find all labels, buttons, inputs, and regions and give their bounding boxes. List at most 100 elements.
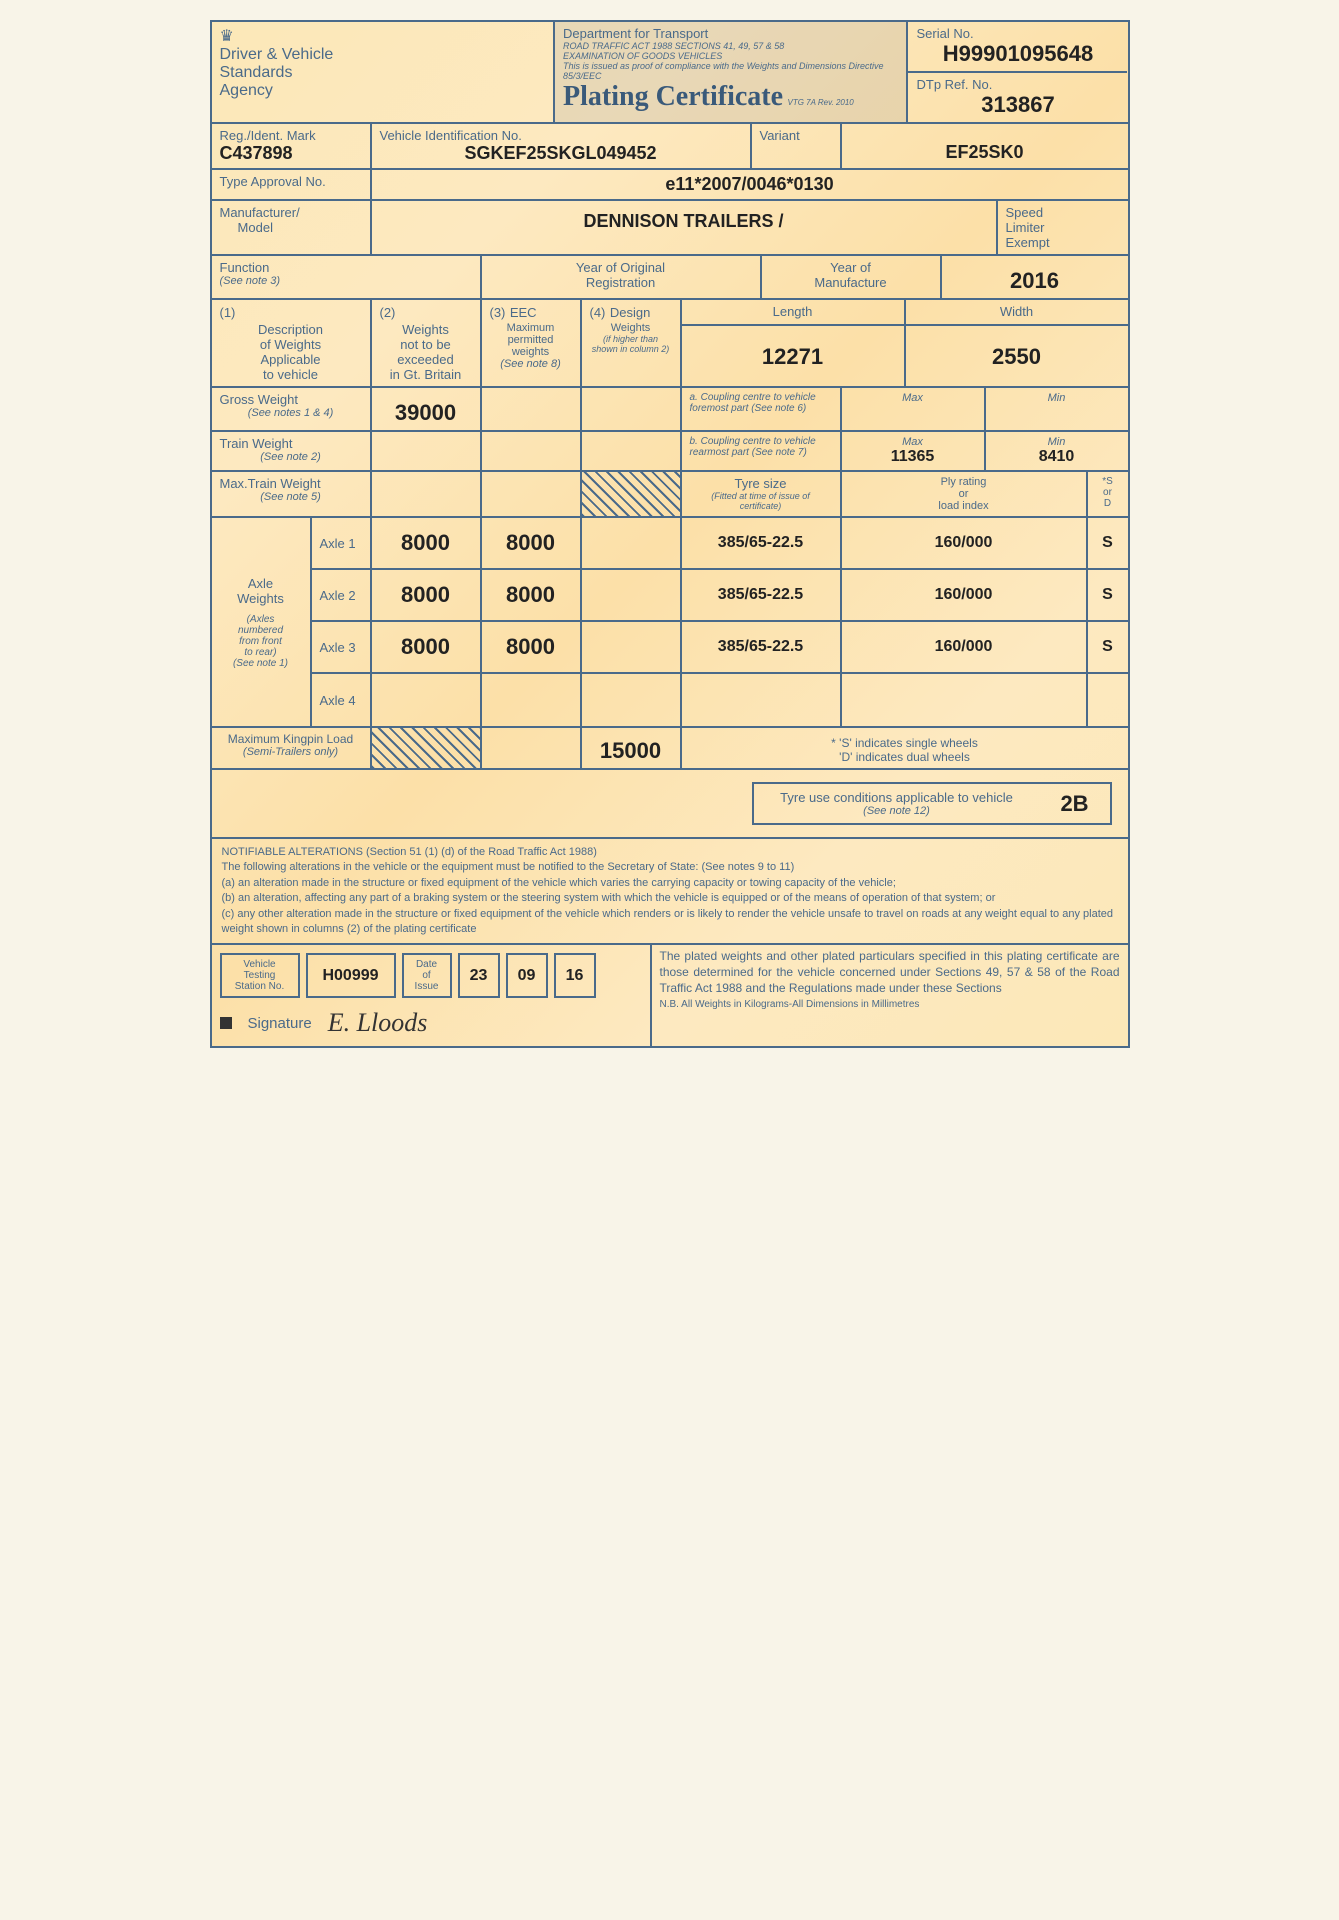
form-ref: VTG 7A Rev. 2010 (788, 98, 854, 107)
axle-tyre (682, 674, 842, 726)
col3-num: (3) (490, 305, 506, 320)
tyre-size-label: Tyre size (690, 476, 832, 491)
year-row: Function (See note 3) Year of OriginalRe… (212, 256, 1128, 300)
axle-ply (842, 674, 1088, 726)
plating-certificate: ♛ Driver & Vehicle Standards Agency Depa… (210, 20, 1130, 1048)
max-label-b: Max (850, 436, 976, 448)
train-note: (See note 2) (220, 451, 362, 463)
kingpin-value: 15000 (582, 728, 682, 768)
header-row: ♛ Driver & Vehicle Standards Agency Depa… (212, 22, 1128, 124)
axle-design (582, 674, 682, 726)
signature-value: E. Lloods (328, 1008, 428, 1038)
col2-num: (2) (380, 305, 396, 320)
col3-label: Maximumpermittedweights (490, 322, 572, 358)
axle-row: Axle 4 (312, 674, 1128, 726)
axle-name: Axle 3 (312, 622, 372, 672)
vin-label: Vehicle Identification No. (380, 128, 742, 143)
exam-ref: EXAMINATION OF GOODS VEHICLES (563, 51, 898, 61)
axle-row: Axle 180008000385/65-22.5160/000S (312, 518, 1128, 570)
type-approval-row: Type Approval No. e11*2007/0046*0130 (212, 170, 1128, 201)
notes-b: (b) an alteration, affecting any part of… (222, 891, 1118, 906)
date-label: DateofIssue (408, 959, 446, 992)
weights-header-row: (1) Descriptionof WeightsApplicableto ve… (212, 300, 1128, 388)
col3-note: (See note 8) (490, 358, 572, 370)
tyre-conditions-section: Tyre use conditions applicable to vehicl… (212, 770, 1128, 839)
col2-label: Weightsnot to beexceededin Gt. Britain (380, 322, 472, 382)
axle-block: AxleWeights (Axlesnumberedfrom frontto r… (212, 518, 1128, 728)
col1-num: (1) (220, 305, 236, 320)
ply-label: Ply ratingorload index (850, 476, 1078, 512)
year-of-manufacture: 2016 (950, 268, 1120, 294)
col4-num: (4) (590, 305, 606, 320)
axle-row: Axle 380008000385/65-22.5160/000S (312, 622, 1128, 674)
axle-weight-gb: 8000 (372, 518, 482, 568)
func-note: (See note 3) (220, 275, 472, 287)
axle-ply: 160/000 (842, 570, 1088, 620)
mfr-row: Manufacturer/ Model DENNISON TRAILERS / … (212, 201, 1128, 256)
axle-design (582, 622, 682, 672)
col4-label: Weights (590, 322, 672, 334)
variant: EF25SK0 (850, 142, 1120, 163)
kingpin-note: (Semi-Trailers only) (220, 746, 362, 758)
max-train-note: (See note 5) (220, 491, 362, 503)
variant-label: Variant (760, 128, 832, 143)
axle-weight-eec: 8000 (482, 622, 582, 672)
max-train-label: Max.Train Weight (220, 476, 362, 491)
ident-row: Reg./Ident. Mark C437898 Vehicle Identif… (212, 124, 1128, 170)
axle-weight-gb: 8000 (372, 570, 482, 620)
dept-name: Department for Transport (563, 26, 898, 41)
nb-text: N.B. All Weights in Kilograms-All Dimens… (660, 998, 1120, 1011)
agency-name: Driver & Vehicle Standards Agency (220, 46, 546, 100)
notes-heading: NOTIFIABLE ALTERATIONS (Section 51 (1) (… (222, 845, 1118, 860)
issued-ref: This is issued as proof of compliance wi… (563, 61, 898, 81)
yom-label: Year ofManufacture (770, 260, 932, 290)
col1-label: Descriptionof WeightsApplicableto vehicl… (220, 322, 362, 382)
serial-label: Serial No. (916, 26, 1119, 41)
vin: SGKEF25SKGL049452 (380, 143, 742, 164)
axle-design (582, 518, 682, 568)
tyre-size-note: (Fitted at time of issue of certificate) (690, 491, 832, 511)
axle-note: (Axlesnumberedfrom frontto rear)(See not… (220, 614, 302, 669)
notes-intro: The following alterations in the vehicle… (222, 860, 1118, 875)
declaration-text: The plated weights and other plated part… (660, 949, 1120, 996)
max-label-a: Max (842, 388, 986, 430)
tyre-cond-note: (See note 12) (760, 805, 1034, 817)
axle-name: Axle 2 (312, 570, 372, 620)
manufacturer: DENNISON TRAILERS / (380, 211, 988, 232)
axle-weight-eec: 8000 (482, 570, 582, 620)
sd-legend-1: * 'S' indicates single wheels (690, 736, 1120, 750)
type-label: Type Approval No. (220, 174, 362, 189)
hatched-cell (582, 472, 682, 516)
date-year: 16 (554, 953, 596, 998)
axle-ply: 160/000 (842, 622, 1088, 672)
axle-weight-gb: 8000 (372, 622, 482, 672)
sd-legend-2: 'D' indicates dual wheels (690, 750, 1120, 764)
speed-label: SpeedLimiterExempt (1006, 205, 1120, 250)
notes-a: (a) an alteration made in the structure … (222, 876, 1118, 891)
min-label-b: Min (994, 436, 1120, 448)
max-train-row: Max.Train Weight (See note 5) Tyre size … (212, 472, 1128, 518)
station-number: H00999 (306, 953, 396, 998)
axle-ply: 160/000 (842, 518, 1088, 568)
signature-box-icon (220, 1017, 232, 1029)
date-month: 09 (506, 953, 548, 998)
coupling-a: a. Coupling centre to vehicle foremost p… (682, 388, 842, 430)
axle-weight-gb (372, 674, 482, 726)
axle-sd (1088, 674, 1128, 726)
col4-note: (if higher than shown in column 2) (590, 334, 672, 354)
axle-tyre: 385/65-22.5 (682, 518, 842, 568)
yor-label: Year of OriginalRegistration (490, 260, 752, 290)
axle-sd: S (1088, 622, 1128, 672)
axle-name: Axle 1 (312, 518, 372, 568)
date-day: 23 (458, 953, 500, 998)
axle-sd: S (1088, 570, 1128, 620)
signature-label: Signature (248, 1015, 312, 1032)
axle-tyre: 385/65-22.5 (682, 570, 842, 620)
dtp-number: 313867 (916, 92, 1119, 118)
length-value: 12271 (682, 326, 906, 386)
serial-number: H99901095648 (916, 41, 1119, 67)
hatched-cell-2 (372, 728, 482, 768)
act-ref: ROAD TRAFFIC ACT 1988 SECTIONS 41, 49, 5… (563, 41, 898, 51)
coupling-b: b. Coupling centre to vehicle rearmost p… (682, 432, 842, 470)
dtp-label: DTp Ref. No. (916, 77, 1119, 92)
